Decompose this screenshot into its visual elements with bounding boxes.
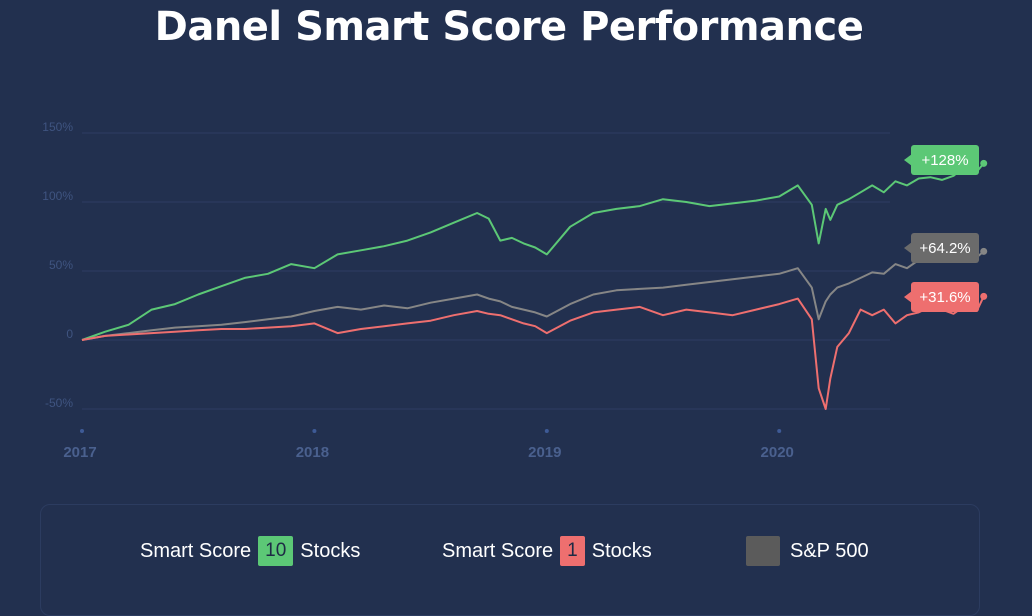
x-tick-marker bbox=[777, 429, 782, 433]
legend-badge-10: 10 bbox=[258, 536, 294, 566]
y-axis-ticks: 150% 100% 50% 0 -50% bbox=[42, 120, 73, 410]
legend-swatch-sp500 bbox=[746, 536, 780, 566]
label-text: +128% bbox=[921, 152, 968, 169]
x-tick-marker bbox=[544, 429, 549, 433]
series-end-marker bbox=[980, 159, 988, 167]
label-box bbox=[911, 282, 979, 312]
x-tick-marker bbox=[312, 429, 317, 433]
y-tick-label: 50% bbox=[49, 258, 73, 272]
x-tick-marker bbox=[80, 429, 84, 433]
series-lines bbox=[81, 159, 988, 410]
chart-title: Danel Smart Score Performance bbox=[154, 4, 864, 50]
y-tick-label: -50% bbox=[45, 396, 73, 410]
legend-label-sp500: S&P 500 bbox=[790, 539, 869, 562]
legend-item-smart-score-1: Smart Score 1 Stocks bbox=[442, 535, 652, 567]
series-line bbox=[81, 295, 985, 410]
x-tick-label: 2018 bbox=[296, 444, 329, 461]
series-end-marker bbox=[980, 292, 988, 300]
x-tick-label: 2017 bbox=[63, 444, 96, 461]
end-value-labels: +128% +64.2% +31.6% bbox=[904, 145, 979, 312]
y-tick-label: 100% bbox=[42, 189, 73, 203]
x-axis-ticks: 2017 2018 2019 2020 bbox=[63, 429, 794, 461]
legend-item-sp500: S&P 500 bbox=[746, 535, 869, 567]
series-line bbox=[81, 162, 985, 341]
label-text: +31.6% bbox=[919, 289, 970, 306]
end-value-label: +64.2% bbox=[904, 233, 979, 263]
label-pointer bbox=[904, 242, 912, 254]
label-box bbox=[911, 145, 979, 175]
performance-chart: 150%100%50%0-50% 2017 2018 2019 2020 +128%+… bbox=[42, 120, 988, 461]
legend-label-prefix: Smart Score bbox=[140, 539, 252, 562]
legend-label-suffix: Stocks bbox=[591, 539, 652, 562]
y-tick-label: 0 bbox=[66, 327, 73, 341]
label-pointer bbox=[904, 291, 912, 303]
legend-item-smart-score-10: Smart Score 10 Stocks bbox=[140, 535, 360, 567]
series-line bbox=[81, 250, 985, 341]
end-value-label: +31.6% bbox=[904, 282, 979, 312]
label-pointer bbox=[904, 154, 912, 166]
series-end-marker bbox=[980, 247, 988, 255]
legend-badge-1: 1 bbox=[560, 536, 585, 566]
x-tick-label: 2020 bbox=[761, 444, 794, 461]
x-tick-label: 2019 bbox=[528, 444, 561, 461]
end-value-label: +128% bbox=[904, 145, 979, 175]
legend-label-suffix: Stocks bbox=[300, 539, 361, 562]
grid-lines bbox=[82, 132, 890, 410]
label-text: +64.2% bbox=[919, 240, 970, 257]
label-box bbox=[911, 233, 979, 263]
legend-label-prefix: Smart Score bbox=[442, 539, 554, 562]
y-tick-label: 150% bbox=[42, 120, 73, 134]
